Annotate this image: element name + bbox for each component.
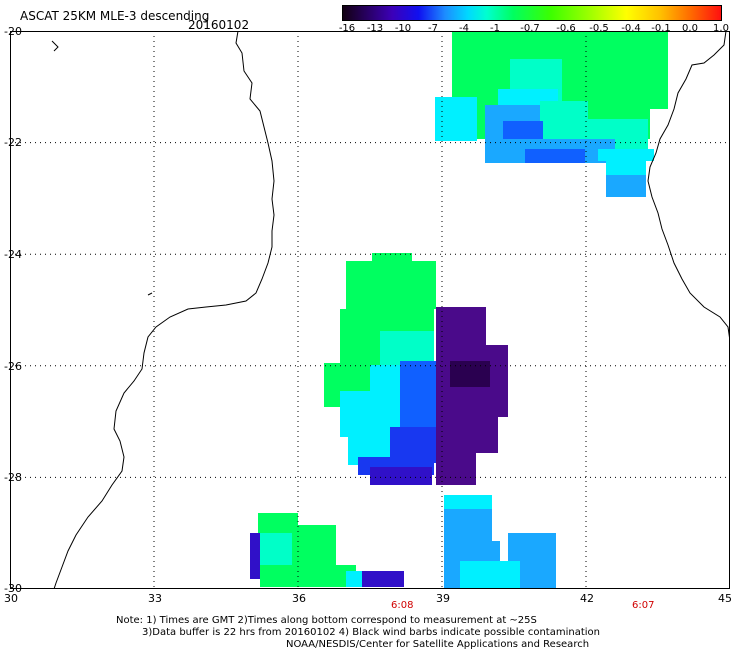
scale-label: -13	[366, 23, 384, 34]
lon-label: 45	[718, 592, 732, 605]
lat-label: -28	[4, 471, 22, 484]
map-plot	[10, 31, 730, 589]
data-swaths	[250, 31, 668, 589]
swath-cell	[606, 161, 646, 175]
swath-cell	[436, 307, 486, 347]
swath-cell	[380, 331, 434, 365]
note-line-3: NOAA/NESDIS/Center for Satellite Applica…	[286, 639, 590, 650]
scale-label: -16	[338, 23, 356, 34]
plot-frame	[10, 31, 730, 589]
swath-cell	[346, 261, 436, 309]
color-scale-bar	[342, 5, 722, 21]
graticule	[10, 31, 730, 589]
lon-label: 30	[4, 592, 18, 605]
coastline	[51, 31, 730, 589]
swath-cell	[598, 149, 654, 161]
map-title: ASCAT 25KM MLE-3 descending	[20, 9, 210, 23]
swath-cell	[460, 561, 520, 589]
lon-label: 39	[436, 592, 450, 605]
lat-label: -24	[4, 248, 22, 261]
swath-cell	[450, 361, 490, 387]
swath-cell	[436, 417, 498, 453]
swath-cell	[260, 565, 356, 587]
note-line-1: Note: 1) Times are GMT 2)Times along bot…	[116, 615, 537, 626]
lon-label: 36	[292, 592, 306, 605]
lat-label: -22	[4, 136, 22, 149]
lat-label: -26	[4, 360, 22, 373]
swath-cell	[606, 175, 646, 197]
swath-cell	[362, 571, 404, 587]
swath-cell	[444, 495, 492, 513]
swath-cell	[400, 361, 436, 431]
lon-label: 42	[580, 592, 594, 605]
lat-label: -30	[4, 582, 22, 595]
scale-label: -0.5	[589, 23, 609, 34]
swath-cell	[540, 101, 588, 139]
swath-cell	[525, 149, 585, 163]
swath-cell	[435, 97, 477, 141]
scale-label: -7	[428, 23, 438, 34]
scale-label: -10	[394, 23, 412, 34]
time-label: 6:07	[632, 600, 655, 611]
scale-label: -0.1	[651, 23, 671, 34]
time-label: 6:08	[391, 600, 414, 611]
scale-label: 1.0	[713, 23, 729, 34]
scale-label: -1	[490, 23, 500, 34]
scale-label: -4	[459, 23, 469, 34]
scale-label: -0.4	[621, 23, 641, 34]
swath-cell	[346, 571, 364, 587]
lat-label: -20	[4, 25, 22, 38]
swath-cell	[503, 121, 543, 143]
lon-label: 33	[148, 592, 162, 605]
scale-label: -0.6	[556, 23, 576, 34]
scale-label: 0.0	[682, 23, 698, 34]
note-line-2: 3)Data buffer is 22 hrs from 20160102 4)…	[142, 627, 600, 638]
swath-cell	[436, 453, 476, 485]
swath-cell	[250, 533, 260, 579]
swath-cell	[370, 467, 432, 485]
map-date: 20160102	[188, 18, 250, 32]
scale-label: -0.7	[520, 23, 540, 34]
